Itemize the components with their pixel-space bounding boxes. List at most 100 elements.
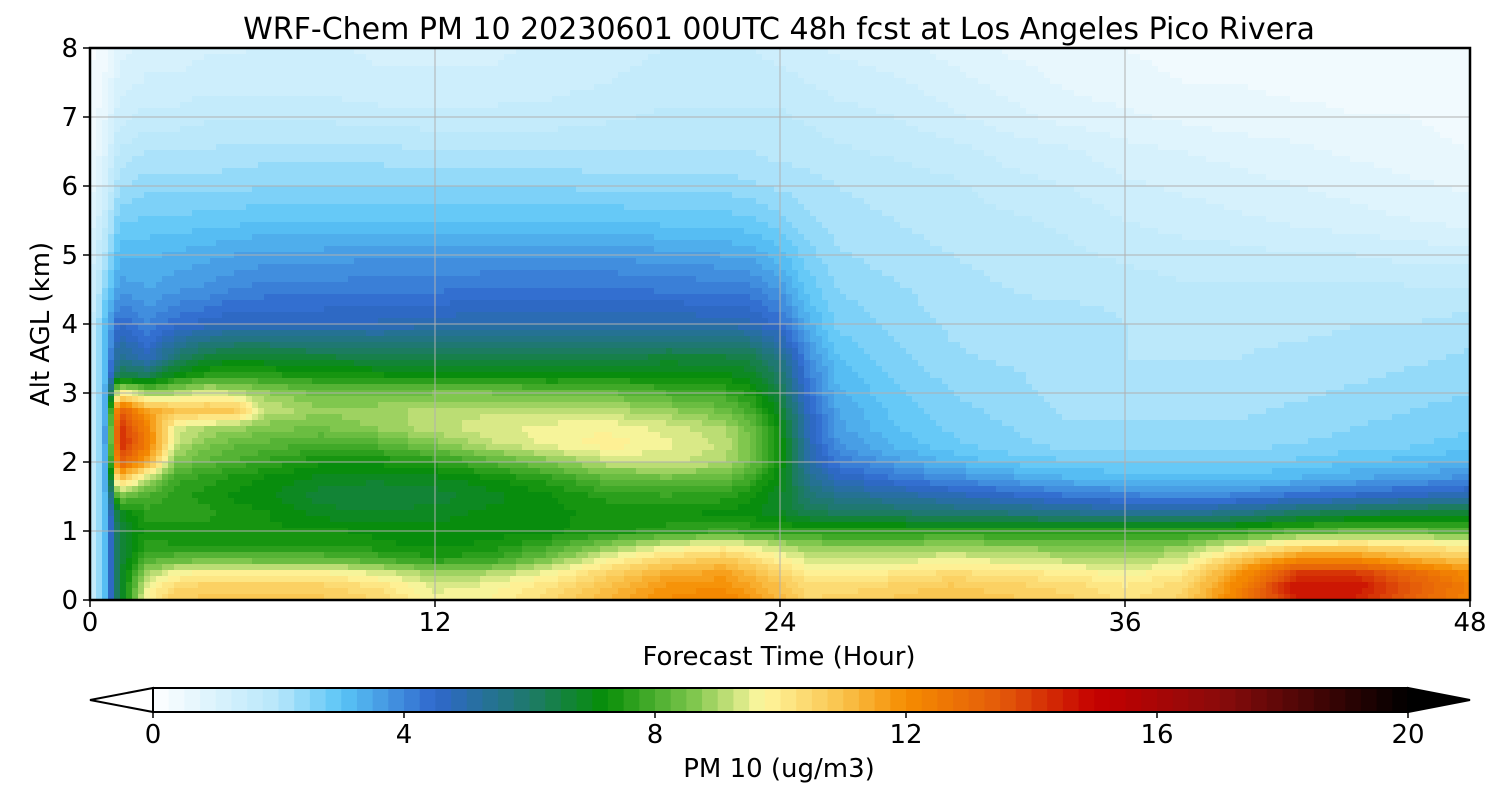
heatmap-cell [1020, 126, 1027, 133]
heatmap-cell [882, 162, 889, 169]
heatmap-cell [660, 72, 667, 79]
heatmap-cell [870, 174, 877, 181]
heatmap-cell [1164, 66, 1171, 73]
heatmap-cell [168, 120, 175, 127]
heatmap-cell [882, 78, 889, 85]
heatmap-cell [270, 84, 277, 91]
heatmap-cell [1404, 126, 1411, 133]
heatmap-cell [804, 54, 811, 61]
heatmap-cell [900, 144, 907, 151]
heatmap-cell [786, 138, 793, 145]
heatmap-cell [672, 66, 679, 73]
heatmap-cell [1068, 174, 1075, 181]
heatmap-cell [1398, 150, 1405, 157]
heatmap-cell [684, 168, 691, 175]
heatmap-cell [108, 162, 115, 169]
heatmap-cell [1026, 90, 1033, 97]
heatmap-cell [918, 96, 925, 103]
heatmap-cell [1404, 72, 1411, 79]
heatmap-cell [1398, 96, 1405, 103]
heatmap-cell [1416, 156, 1423, 163]
heatmap-cell [948, 138, 955, 145]
heatmap-cell [666, 84, 673, 91]
heatmap-cell [642, 156, 649, 163]
heatmap-cell [228, 72, 235, 79]
heatmap-cell [528, 126, 535, 133]
heatmap-cell [258, 84, 265, 91]
heatmap-cell [1296, 90, 1303, 97]
heatmap-cell [330, 72, 337, 79]
heatmap-cell [1464, 120, 1471, 127]
heatmap-cell [180, 156, 187, 163]
heatmap-cell [714, 78, 721, 85]
heatmap-cell [366, 168, 373, 175]
heatmap-cell [402, 126, 409, 133]
heatmap-cell [480, 108, 487, 115]
heatmap-cell [876, 174, 883, 181]
heatmap-cell [522, 60, 529, 67]
heatmap-cell [804, 90, 811, 97]
heatmap-cell [420, 60, 427, 67]
heatmap-cell [1074, 102, 1081, 109]
heatmap-cell [954, 150, 961, 157]
heatmap-cell [1404, 48, 1411, 55]
heatmap-cell [132, 132, 139, 139]
heatmap-cell [1272, 138, 1279, 145]
heatmap-cell [1020, 138, 1027, 145]
heatmap-cell [1218, 84, 1225, 91]
heatmap-cell [1350, 150, 1357, 157]
heatmap-cell [1260, 108, 1267, 115]
heatmap-cell [978, 84, 985, 91]
heatmap-cell [1344, 54, 1351, 61]
heatmap-cell [264, 144, 271, 151]
heatmap-cell [264, 60, 271, 67]
heatmap-cell [594, 174, 601, 181]
heatmap-cell [990, 84, 997, 91]
heatmap-cell [912, 54, 919, 61]
heatmap-cell [312, 48, 319, 55]
heatmap-cell [144, 126, 151, 133]
heatmap-cell [888, 60, 895, 67]
heatmap-cell [96, 72, 103, 79]
heatmap-cell [630, 144, 637, 151]
heatmap-cell [1170, 138, 1177, 145]
heatmap-cell [1056, 150, 1063, 157]
heatmap-cell [330, 96, 337, 103]
heatmap-cell [1398, 138, 1405, 145]
heatmap-cell [1152, 162, 1159, 169]
heatmap-cell [132, 120, 139, 127]
heatmap-cell [198, 162, 205, 169]
heatmap-cell [210, 60, 217, 67]
heatmap-cell [960, 108, 967, 115]
heatmap-cell [288, 90, 295, 97]
heatmap-cell [1224, 150, 1231, 157]
heatmap-cell [156, 90, 163, 97]
heatmap-cell [792, 126, 799, 133]
heatmap-cell [918, 162, 925, 169]
heatmap-cell [258, 108, 265, 115]
heatmap-cell [624, 126, 631, 133]
heatmap-cell [1056, 132, 1063, 139]
heatmap-cell [942, 126, 949, 133]
heatmap-cell [762, 108, 769, 115]
heatmap-cell [348, 66, 355, 73]
heatmap-cell [336, 84, 343, 91]
heatmap-cell [762, 90, 769, 97]
heatmap-cell [924, 132, 931, 139]
heatmap-cell [414, 60, 421, 67]
heatmap-cell [504, 96, 511, 103]
heatmap-cell [438, 108, 445, 115]
heatmap-cell [786, 72, 793, 79]
heatmap-cell [648, 132, 655, 139]
heatmap-cell [480, 156, 487, 163]
heatmap-cell [588, 162, 595, 169]
heatmap-cell [288, 78, 295, 85]
heatmap-cell [1128, 108, 1135, 115]
heatmap-cell [198, 84, 205, 91]
heatmap-cell [426, 54, 433, 61]
heatmap-cell [174, 174, 181, 181]
heatmap-cell [480, 102, 487, 109]
heatmap-cell [960, 102, 967, 109]
heatmap-cell [672, 162, 679, 169]
heatmap-cell [822, 60, 829, 67]
